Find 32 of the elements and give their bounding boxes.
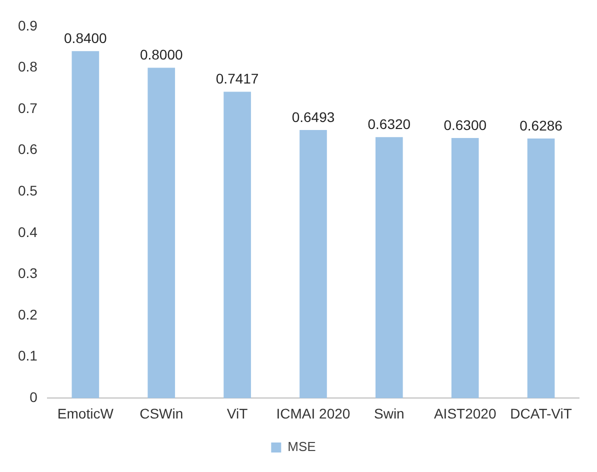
y-tick-label: 0.8 [18,58,38,75]
x-tick-label: Swin [374,405,404,422]
bar [72,51,100,398]
bar [300,130,327,398]
legend-label: MSE [288,439,316,454]
x-tick-label: ViT [226,405,248,422]
y-tick-label: 0.9 [18,17,38,34]
y-tick-label: 0.4 [18,224,38,240]
x-tick-label: AIST2020 [434,405,496,422]
data-label: 0.6320 [368,116,411,132]
data-label: 0.8000 [140,46,183,63]
x-tick-label: DCAT-ViT [510,405,572,422]
bar [148,68,176,398]
y-tick-label: 0.7 [18,100,38,116]
x-tick-label: ICMAI 2020 [276,405,350,422]
y-tick-label: 0 [30,389,38,406]
bar [527,138,555,398]
y-tick-label: 0.6 [18,141,38,158]
y-tick-label: 0.2 [18,306,38,322]
data-label: 0.7417 [216,70,259,87]
data-label: 0.6300 [444,116,487,133]
data-label: 0.6493 [292,108,335,125]
bar [375,137,403,398]
bar [224,92,251,398]
y-tick-label: 0.3 [18,265,38,282]
data-label: 0.8400 [64,30,108,46]
x-tick-label: CSWin [140,405,184,422]
y-tick-label: 0.5 [18,182,38,199]
data-label: 0.6286 [520,117,563,134]
y-tick-label: 0.1 [18,348,38,364]
bar [451,138,479,398]
x-tick-label: EmoticW [57,405,114,422]
